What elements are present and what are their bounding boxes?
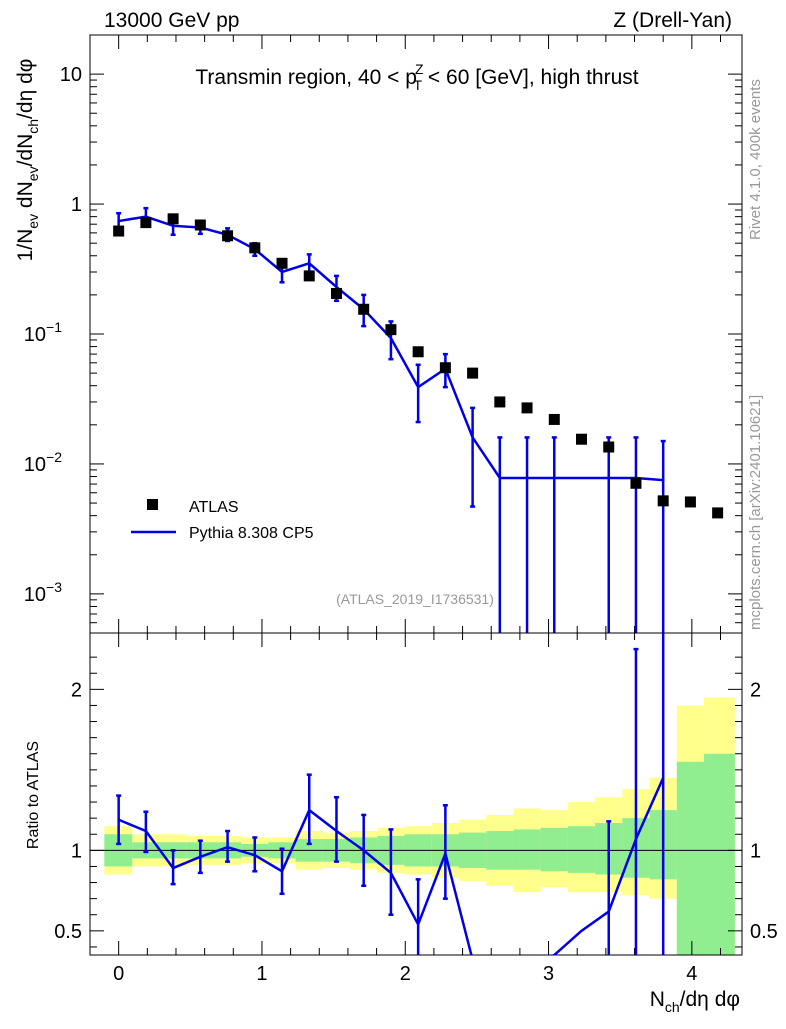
data-point — [467, 367, 479, 379]
data-point — [113, 225, 125, 237]
header-left: 13000 GeV pp — [104, 9, 239, 32]
legend-label-atlas: ATLAS — [189, 499, 239, 516]
data-point — [140, 217, 152, 229]
ratio-line — [118, 777, 665, 955]
data-point — [249, 242, 261, 254]
y-axis-label: 1/Nev dNev/dNch/dη dφ — [14, 59, 41, 262]
watermark: (ATLAS_2019_I1736531) — [336, 591, 494, 607]
mc-line-layer — [118, 215, 664, 482]
ratio-y-tick-label-right: 1 — [750, 840, 761, 862]
legend-marker-atlas — [147, 499, 158, 510]
ratio-y-label: Ratio to ATLAS — [25, 741, 42, 849]
header-right: Z (Drell-Yan) — [613, 9, 732, 32]
data-point — [222, 230, 234, 242]
mc-line — [118, 215, 664, 482]
ratio-plot: 0 1 2 3 4 0.5 0.5 1 1 2 2 Ratio to ATLAS Nch/dη dφ — [25, 632, 778, 1015]
data-points — [113, 213, 724, 519]
main-plot-frame — [89, 34, 743, 634]
ratio-y-tick-label-right: 0.5 — [750, 921, 778, 943]
ratio-y-tick-label: 1 — [71, 840, 82, 862]
data-point — [303, 270, 315, 282]
data-point — [603, 441, 615, 453]
y-tick-label: 10−3 — [24, 579, 62, 606]
title-sup-z: Z — [415, 61, 424, 77]
mc-error-bars — [116, 206, 666, 633]
ratio-y-tick-label: 0.5 — [54, 921, 82, 943]
uncertainty-band-inner — [704, 753, 735, 955]
main-plot: 10 1 10−1 10−2 10−3 Transmin region, 40 < pZ… — [14, 34, 743, 634]
y-tick-label: 1 — [71, 194, 82, 216]
mcplots-label: mcplots.cern.ch [arXiv:2401.10621] — [747, 395, 764, 630]
ratio-line-layer — [118, 777, 665, 955]
data-point — [630, 477, 642, 489]
title-part-2: < 60 [GeV], high thrust — [422, 66, 639, 89]
ratio-bands — [104, 697, 735, 955]
uncertainty-band-inner — [513, 829, 541, 870]
data-point — [548, 413, 560, 425]
uncertainty-band-inner — [676, 761, 705, 955]
ratio-y-tick-label-right: 2 — [750, 679, 761, 701]
ratio-error-bars — [116, 633, 665, 955]
data-point — [276, 257, 288, 269]
x-tick-label: 0 — [113, 963, 124, 985]
ratio-y-tick-label: 2 — [71, 679, 82, 701]
title-sub-t: T — [414, 77, 423, 93]
header: 13000 GeV pp Z (Drell-Yan) — [104, 9, 732, 32]
data-point — [439, 362, 451, 374]
ratio-plot-frame — [89, 632, 743, 956]
uncertainty-band-inner — [567, 826, 596, 873]
title-part-1: Transmin region, 40 < p — [195, 66, 417, 89]
data-point — [412, 346, 424, 358]
uncertainty-band-inner — [540, 827, 568, 872]
y-tick-label: 10−2 — [24, 449, 62, 476]
rivet-label: Rivet 4.1.0, 400k events — [747, 79, 764, 240]
legend: ATLAS Pythia 8.308 CP5 — [131, 499, 314, 542]
data-point — [576, 433, 588, 445]
x-tick-label: 2 — [400, 963, 411, 985]
data-point — [330, 287, 342, 299]
data-point — [167, 213, 179, 225]
data-point — [385, 324, 397, 336]
y-tick-label: 10−1 — [24, 319, 62, 346]
data-point — [657, 495, 669, 507]
x-axis-label: Nch/dη dφ — [650, 988, 740, 1015]
x-tick-label: 4 — [686, 963, 697, 985]
data-point — [712, 507, 724, 519]
x-tick-label: 3 — [543, 963, 554, 985]
ratio-plot-axes: 0 1 2 3 4 0.5 0.5 1 1 2 2 — [54, 632, 778, 985]
main-plot-axes: 10 1 10−1 10−2 10−3 — [24, 34, 743, 634]
legend-label-pythia: Pythia 8.308 CP5 — [189, 525, 314, 542]
data-point — [521, 402, 533, 414]
data-point — [494, 396, 506, 408]
data-point — [194, 219, 206, 231]
y-tick-label: 10 — [60, 64, 82, 86]
data-point — [684, 496, 696, 508]
plot-title: Transmin region, 40 < pZ T < 60 [GeV], hi… — [195, 61, 638, 93]
x-tick-label: 1 — [256, 963, 267, 985]
data-point — [358, 303, 370, 315]
